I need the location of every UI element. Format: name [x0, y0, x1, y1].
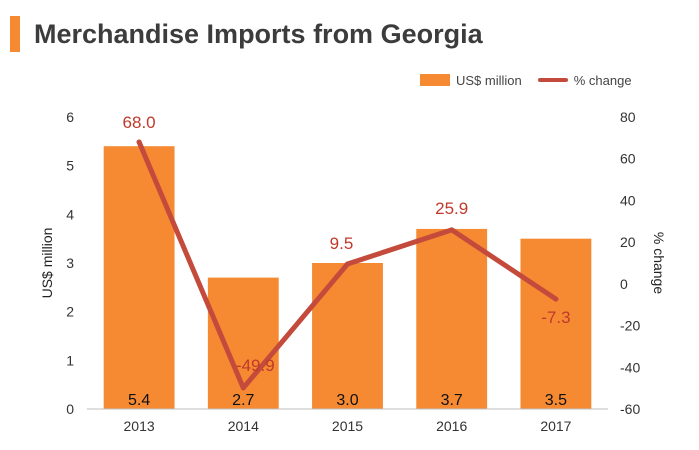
- y-tick-label-right: 60: [620, 151, 636, 167]
- line-value-label: 25.9: [435, 199, 468, 218]
- x-tick-label: 2014: [228, 418, 259, 434]
- chart-title: Merchandise Imports from Georgia: [34, 19, 483, 49]
- legend-item-line: % change: [537, 72, 632, 88]
- legend-bar-swatch: [420, 74, 450, 86]
- y-tick-label-right: 20: [620, 234, 636, 250]
- y-axis-title-right: % change: [651, 232, 667, 294]
- line-point: [136, 139, 142, 145]
- x-tick-label: 2013: [124, 418, 155, 434]
- bar: [520, 238, 592, 409]
- line-point: [553, 296, 559, 302]
- line-value-label: 9.5: [330, 234, 354, 253]
- line-point: [345, 261, 350, 267]
- y-tick-label-right: 80: [620, 109, 636, 125]
- line-value-label: 68.0: [123, 113, 156, 132]
- title-accent-bar: [10, 16, 20, 52]
- y-tick-label-right: -40: [620, 359, 640, 375]
- x-tick-label: 2016: [436, 418, 467, 434]
- legend-line-swatch: [537, 78, 568, 82]
- bar: [103, 146, 175, 409]
- y-tick-label-left: 1: [66, 352, 74, 368]
- y-tick-label-right: -20: [620, 318, 640, 334]
- y-axis-title-left: US$ million: [39, 228, 55, 299]
- bar-value-label: 2.7: [232, 392, 254, 409]
- x-tick-label: 2015: [332, 418, 363, 434]
- bar-value-label: 3.0: [336, 392, 358, 409]
- legend: US$ million % change: [420, 70, 648, 90]
- y-tick-label-right: 40: [620, 192, 636, 208]
- legend-bar-label: US$ million: [456, 72, 522, 88]
- bar-value-label: 3.5: [545, 392, 567, 409]
- y-tick-label-right: 0: [620, 276, 628, 292]
- y-tick-label-left: 2: [66, 304, 74, 320]
- line-value-label: -7.3: [541, 308, 570, 327]
- y-tick-label-left: 4: [66, 206, 74, 222]
- line-point: [240, 385, 246, 391]
- y-tick-label-right: -60: [620, 401, 640, 417]
- y-tick-label-left: 0: [66, 401, 74, 417]
- bar: [312, 263, 383, 409]
- x-tick-label: 2017: [540, 418, 571, 434]
- y-tick-label-left: 6: [66, 109, 74, 125]
- bar-value-label: 5.4: [128, 392, 150, 409]
- line-point: [449, 227, 455, 233]
- legend-line-label: % change: [573, 72, 632, 88]
- bar: [416, 228, 488, 409]
- legend-item-bars: US$ million: [420, 73, 522, 88]
- bar-value-label: 3.7: [441, 392, 463, 409]
- y-tick-label-left: 5: [66, 158, 74, 174]
- y-tick-label-left: 3: [66, 255, 74, 271]
- line-value-label: -49.9: [236, 356, 275, 375]
